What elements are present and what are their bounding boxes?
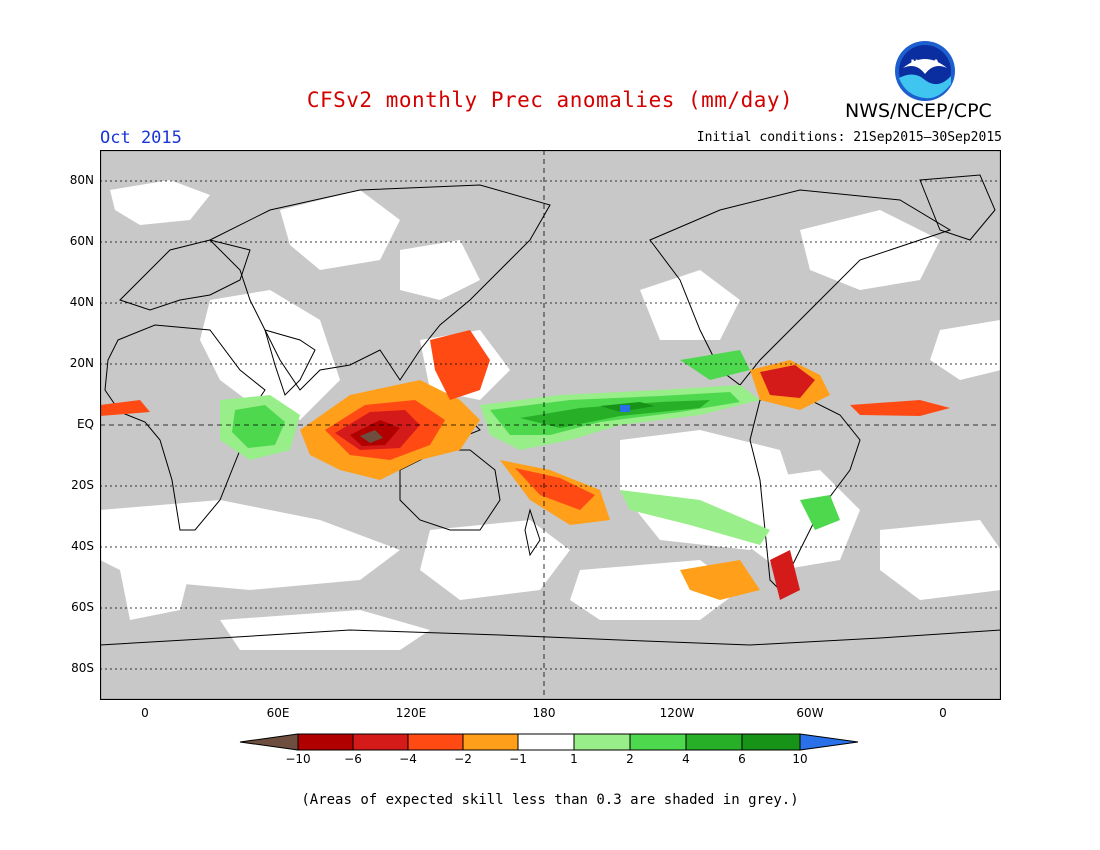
lon-label: 120E	[395, 706, 427, 720]
lat-label: 40N	[69, 295, 94, 309]
lon-label: 0	[939, 706, 947, 720]
map-grid	[100, 150, 1001, 700]
lon-label: 0	[141, 706, 149, 720]
colorbar-high-arrow	[799, 733, 859, 751]
lat-label: 20N	[69, 356, 94, 370]
lat-label: EQ	[76, 417, 94, 431]
colorbar	[239, 733, 859, 751]
colorbar-label: 10	[792, 752, 808, 766]
lon-label: 180	[532, 706, 556, 720]
anomaly-map	[100, 150, 1001, 700]
map-title: CFSv2 monthly Prec anomalies (mm/day)	[306, 88, 794, 112]
colorbar-label: 6	[738, 752, 746, 766]
colorbar-label: 1	[570, 752, 578, 766]
lat-label: 20S	[71, 478, 94, 492]
initial-conditions: Initial conditions: 21Sep2015–30Sep2015	[696, 130, 1002, 145]
map-frame	[100, 150, 1001, 700]
colorbar-label: −10	[285, 752, 311, 766]
colorbar-label: 4	[682, 752, 690, 766]
footnote: (Areas of expected skill less than 0.3 a…	[301, 792, 799, 808]
lon-label: 60W	[796, 706, 824, 720]
noaa-logo-text: NOAA	[911, 59, 940, 69]
colorbar-label: −2	[454, 752, 472, 766]
colorbar-label: 2	[626, 752, 634, 766]
lat-label: 40S	[71, 539, 94, 553]
colorbar-label: −1	[509, 752, 527, 766]
agency-label: NWS/NCEP/CPC	[845, 100, 992, 122]
colorbar-label: −4	[399, 752, 417, 766]
lat-label: 60S	[71, 600, 94, 614]
lat-label: 80N	[69, 173, 94, 187]
lat-label: 80S	[71, 661, 94, 675]
lon-label: 60E	[266, 706, 290, 720]
lat-label: 60N	[69, 234, 94, 248]
valid-month: Oct 2015	[100, 128, 182, 148]
lon-label: 120W	[659, 706, 695, 720]
near-normal-areas	[100, 180, 1001, 650]
dry-anomalies	[100, 330, 950, 600]
wet-anomalies	[220, 350, 840, 545]
colorbar-label: −6	[344, 752, 362, 766]
noaa-logo: NOAA	[895, 41, 955, 101]
colorbar-low-arrow	[239, 733, 299, 751]
